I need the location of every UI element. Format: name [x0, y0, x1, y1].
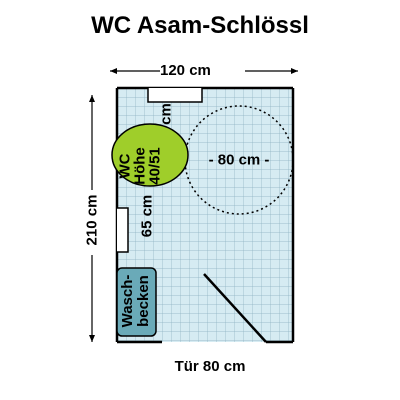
- wall-niche-outline: [117, 207, 129, 253]
- height-label: 210 cm: [83, 194, 101, 246]
- width-arrowhead-right: [291, 68, 298, 74]
- door-leaf: [203, 273, 267, 343]
- height-arrowhead-top: [89, 95, 95, 102]
- width-arrowhead-left: [110, 68, 117, 74]
- top-cm-label: cm: [157, 103, 175, 125]
- sink: [116, 267, 157, 337]
- sink-label: Wasch- becken: [119, 274, 152, 328]
- turning-circle-label: - 80 cm -: [208, 151, 270, 169]
- door-label: Tür 80 cm: [174, 358, 246, 375]
- toilet-label-line2: Höhe: [131, 147, 149, 185]
- width-label: 120 cm: [160, 62, 211, 79]
- toilet-label-line3: 40/51: [146, 147, 164, 185]
- sink-label-line1: Wasch-: [119, 274, 136, 328]
- diagram-title: WC Asam-Schlössl: [91, 12, 309, 39]
- side-space-label: 65 cm: [138, 194, 156, 238]
- height-arrowhead-bottom: [89, 335, 95, 342]
- toilet-bowl: [111, 123, 189, 187]
- turning-circle: [184, 105, 294, 215]
- toilet-label: WC Höhe 40/51: [116, 147, 164, 185]
- sink-label-line2: becken: [135, 275, 152, 327]
- toilet-label-line1: WC: [116, 153, 134, 179]
- cistern-outline: [147, 88, 203, 103]
